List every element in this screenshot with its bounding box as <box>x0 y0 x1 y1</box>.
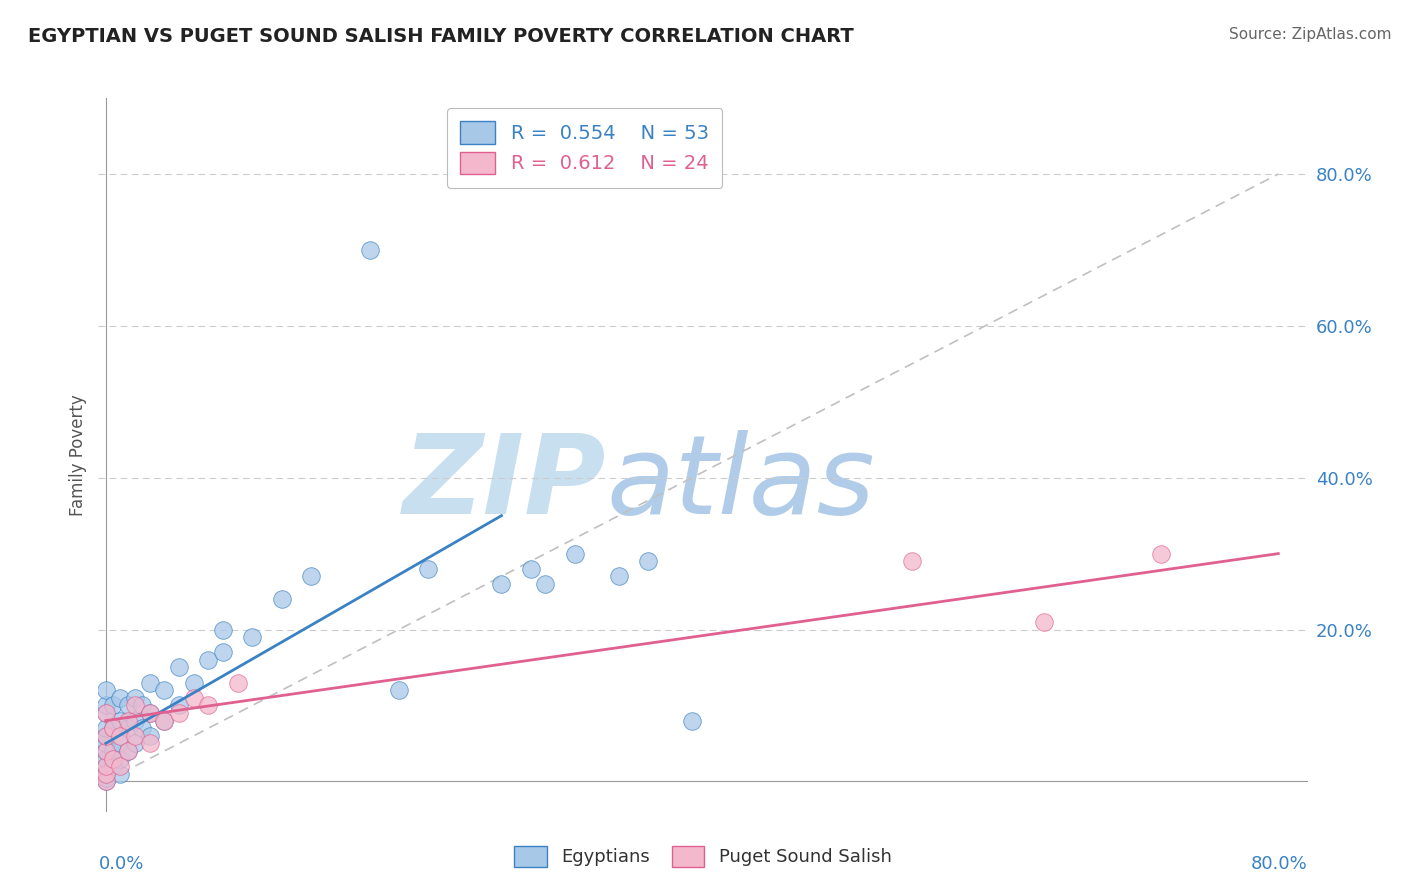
Point <box>138 736 160 750</box>
Point <box>153 683 176 698</box>
Point <box>183 690 205 705</box>
Point <box>117 721 139 735</box>
Point <box>110 751 132 765</box>
Text: 80.0%: 80.0% <box>1251 855 1308 872</box>
Point <box>94 759 117 773</box>
Point <box>94 766 117 780</box>
Point <box>124 736 146 750</box>
Point <box>1150 547 1173 561</box>
Point <box>637 554 659 568</box>
Point <box>564 547 586 561</box>
Point <box>110 759 132 773</box>
Point <box>101 698 124 713</box>
Point <box>167 706 190 720</box>
Point <box>197 653 219 667</box>
Point <box>94 706 117 720</box>
Point <box>94 729 117 743</box>
Point <box>94 736 117 750</box>
Point <box>117 714 139 728</box>
Point <box>534 577 557 591</box>
Point <box>110 766 132 780</box>
Point <box>153 714 176 728</box>
Point <box>101 751 124 765</box>
Text: 0.0%: 0.0% <box>98 855 143 872</box>
Point <box>167 698 190 713</box>
Point <box>94 721 117 735</box>
Point <box>110 736 132 750</box>
Point <box>94 683 117 698</box>
Point <box>226 675 249 690</box>
Text: ZIP: ZIP <box>402 430 606 537</box>
Point <box>491 577 513 591</box>
Point <box>131 721 153 735</box>
Point <box>138 729 160 743</box>
Point <box>270 592 292 607</box>
Point <box>94 774 117 789</box>
Point <box>101 721 124 735</box>
Point <box>167 660 190 674</box>
Text: Source: ZipAtlas.com: Source: ZipAtlas.com <box>1229 27 1392 42</box>
Point <box>131 698 153 713</box>
Point <box>124 690 146 705</box>
Point <box>94 698 117 713</box>
Point <box>110 714 132 728</box>
Point <box>117 698 139 713</box>
Point <box>94 759 117 773</box>
Text: EGYPTIAN VS PUGET SOUND SALISH FAMILY POVERTY CORRELATION CHART: EGYPTIAN VS PUGET SOUND SALISH FAMILY PO… <box>28 27 853 45</box>
Point <box>299 569 322 583</box>
Point <box>138 675 160 690</box>
Point <box>197 698 219 713</box>
Point <box>212 645 235 659</box>
Point <box>388 683 411 698</box>
Point <box>138 706 160 720</box>
Point <box>94 766 117 780</box>
Point <box>212 623 235 637</box>
Point <box>607 569 630 583</box>
Point <box>359 243 381 257</box>
Point <box>117 744 139 758</box>
Point <box>418 562 440 576</box>
Point <box>101 759 124 773</box>
Point <box>124 698 146 713</box>
Point <box>94 751 117 765</box>
Point <box>138 706 160 720</box>
Point <box>124 714 146 728</box>
Point <box>520 562 543 576</box>
Point <box>901 554 924 568</box>
Point <box>94 729 117 743</box>
Point <box>681 714 703 728</box>
Point <box>101 721 124 735</box>
Point <box>117 744 139 758</box>
Point <box>94 771 117 785</box>
Point <box>94 706 117 720</box>
Point <box>153 714 176 728</box>
Point <box>94 744 117 758</box>
Y-axis label: Family Poverty: Family Poverty <box>69 394 87 516</box>
Point <box>240 630 263 644</box>
Legend: Egyptians, Puget Sound Salish: Egyptians, Puget Sound Salish <box>508 838 898 874</box>
Point <box>94 744 117 758</box>
Point <box>101 744 124 758</box>
Text: atlas: atlas <box>606 430 875 537</box>
Point <box>94 774 117 789</box>
Point <box>110 690 132 705</box>
Point <box>124 729 146 743</box>
Point <box>183 675 205 690</box>
Point <box>110 729 132 743</box>
Point <box>1032 615 1054 629</box>
